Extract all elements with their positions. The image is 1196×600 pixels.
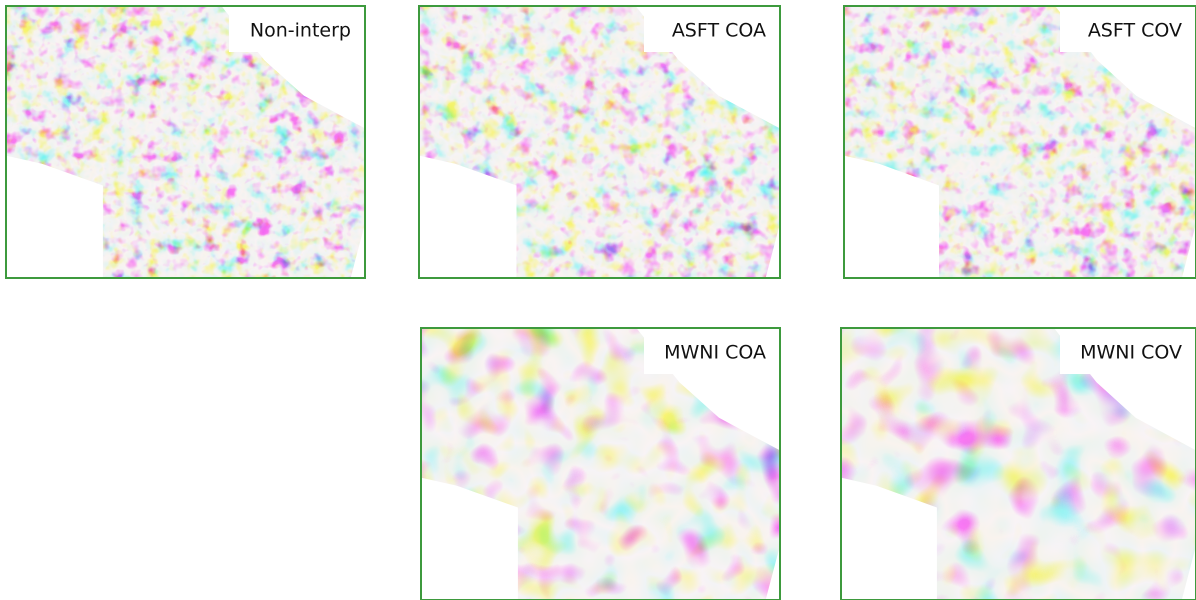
panel-label: ASFT COA	[672, 20, 766, 42]
panel: ASFT COA	[419, 6, 780, 278]
panel: ASFT COV	[844, 6, 1196, 278]
figure: Non-interp ASFT COA ASFT COV MWNI COA MWNI C…	[0, 0, 1196, 600]
panel: Non-interp	[6, 6, 365, 278]
panel: MWNI COV	[841, 328, 1196, 600]
page: Non-interp ASFT COA ASFT COV MWNI COA MWNI C…	[0, 0, 1196, 600]
panel-label: MWNI COA	[664, 342, 766, 364]
panel: MWNI COA	[421, 328, 780, 600]
panel-label: ASFT COV	[1088, 20, 1182, 42]
panel-label: MWNI COV	[1080, 342, 1182, 364]
panel-label: Non-interp	[250, 20, 351, 42]
